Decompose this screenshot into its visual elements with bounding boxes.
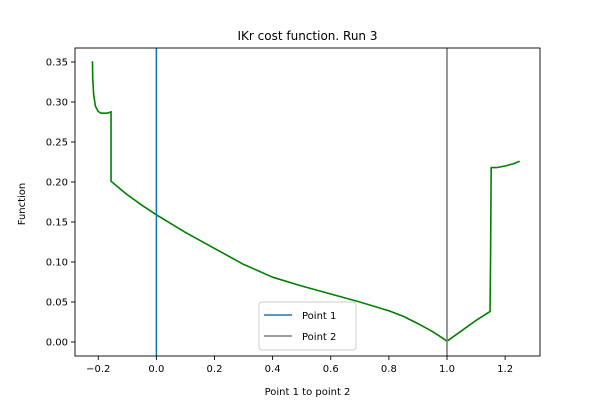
y-tick-label: 0.35 [46, 58, 68, 69]
x-tick-label: 0.8 [381, 364, 397, 375]
axis-ticks: −0.2 0.0 0.2 0.4 0.6 0.8 1.0 1.2 0.00 0.05 0.10 0.1… [46, 58, 513, 376]
y-tick-label: 0.20 [46, 178, 68, 189]
chart-title: IKr cost function. Run 3 [238, 29, 378, 43]
series-line-0 [91, 61, 520, 343]
x-tick-label: 0.2 [207, 364, 223, 375]
legend-box [258, 301, 357, 351]
y-tick-label: 0.25 [46, 138, 68, 149]
y-tick-label: 0.10 [46, 258, 68, 269]
plot-area [74, 47, 541, 357]
y-axis-label: Function [17, 183, 28, 226]
x-tick-label: 0.0 [148, 364, 164, 375]
axes-frame [74, 47, 541, 357]
x-tick-label: −0.2 [86, 364, 110, 375]
y-tick-label: 0.00 [46, 338, 68, 349]
x-tick-label: 1.2 [497, 364, 513, 375]
x-tick-label: 0.4 [265, 364, 281, 375]
x-tick-label: 1.0 [439, 364, 455, 375]
legend-label-1: Point 1 [302, 311, 336, 322]
y-tick-label: 0.15 [46, 218, 68, 229]
legend-label-2: Point 2 [302, 332, 336, 343]
x-tick-label: 0.6 [323, 364, 339, 375]
x-axis-label: Point 1 to point 2 [265, 387, 351, 398]
y-tick-label: 0.05 [46, 298, 68, 309]
legend: Point 1 Point 2 [258, 301, 357, 351]
y-tick-label: 0.30 [46, 98, 68, 109]
